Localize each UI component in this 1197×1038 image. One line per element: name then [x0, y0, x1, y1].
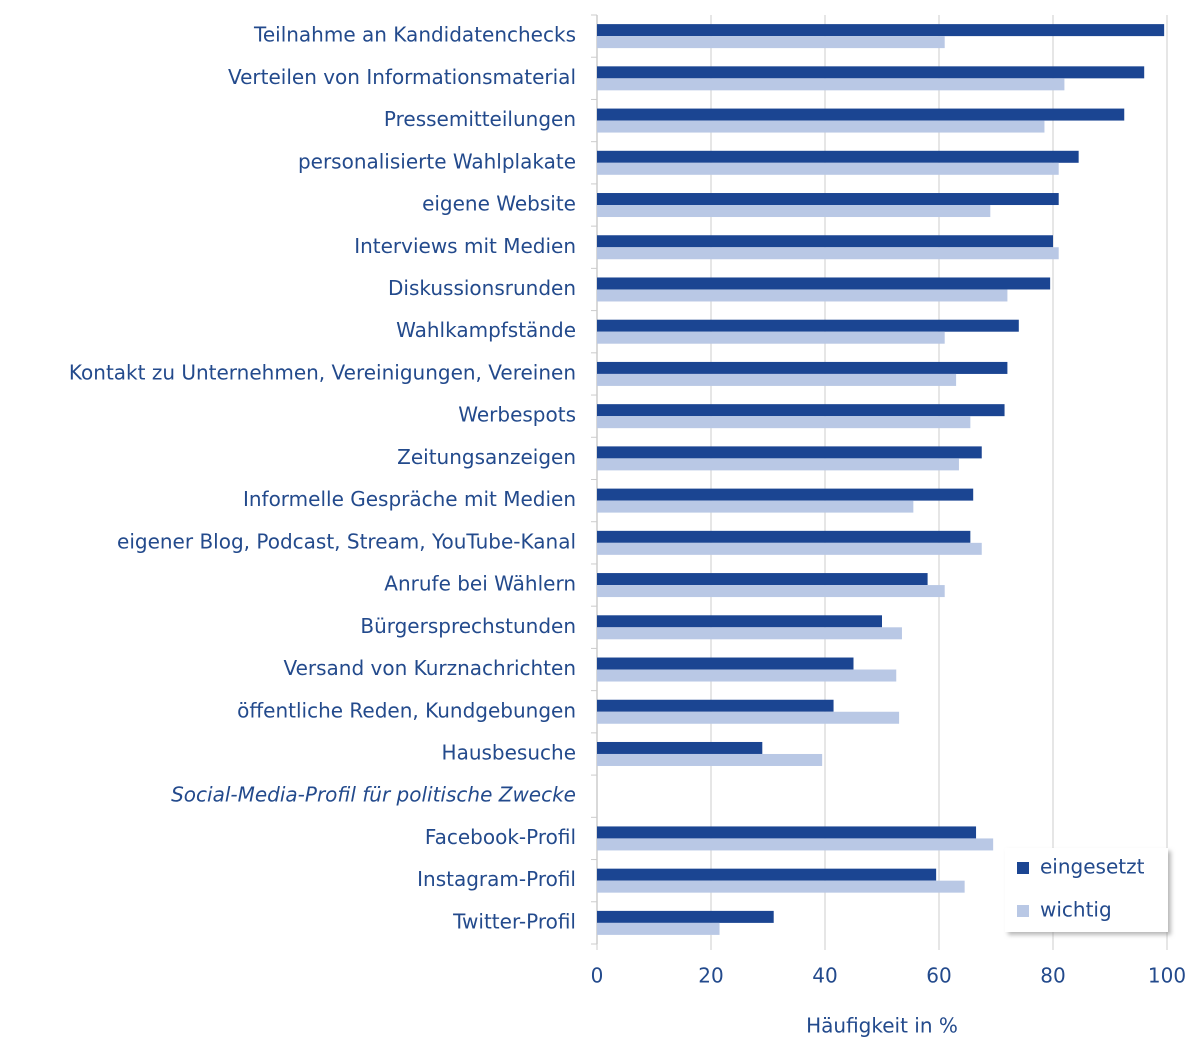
y-tick-label: Versand von Kurznachrichten — [283, 656, 576, 680]
bar — [597, 446, 982, 459]
y-tick-label: öffentliche Reden, Kundgebungen — [237, 698, 576, 722]
bar — [597, 573, 928, 586]
y-tick-label: Twitter-Profil — [452, 909, 576, 933]
legend-label: wichtig — [1040, 898, 1112, 922]
bar — [597, 247, 1059, 260]
y-tick-label: Zeitungsanzeigen — [397, 445, 576, 469]
legend-swatch — [1017, 862, 1029, 874]
bar — [597, 922, 720, 935]
bar — [597, 78, 1065, 91]
x-tick-label: 60 — [926, 964, 951, 988]
bar — [597, 868, 937, 881]
y-tick-label: Facebook-Profil — [425, 825, 576, 849]
x-tick-label: 80 — [1040, 964, 1065, 988]
bar — [597, 235, 1053, 248]
x-tick-label: 40 — [812, 964, 837, 988]
y-tick-label: Instagram-Profil — [417, 867, 576, 891]
bar — [597, 36, 945, 49]
bar — [597, 24, 1165, 37]
bar — [597, 404, 1005, 417]
legend: eingesetzt wichtig — [1005, 848, 1168, 932]
bar — [597, 838, 994, 851]
y-tick-label: Teilnahme an Kandidatenchecks — [253, 23, 576, 47]
y-tick-label: Wahlkampfstände — [396, 318, 576, 342]
y-tick-label: Verteilen von Informationsmaterial — [228, 65, 576, 89]
bar — [597, 530, 971, 543]
bar — [597, 331, 945, 344]
bar — [597, 162, 1059, 175]
y-tick-label: Social-Media-Profil für politische Zweck… — [171, 783, 576, 807]
bar — [597, 416, 971, 429]
bar — [597, 108, 1125, 121]
bar — [597, 488, 974, 501]
legend-label: eingesetzt — [1040, 855, 1145, 879]
bar — [597, 699, 834, 712]
y-tick-label: Pressemitteilungen — [384, 107, 576, 131]
y-tick-label: eigener Blog, Podcast, Stream, YouTube-K… — [117, 529, 576, 553]
bar — [597, 585, 945, 598]
bar — [597, 120, 1045, 133]
bar — [597, 150, 1079, 163]
bar — [597, 542, 982, 555]
bar — [597, 753, 823, 766]
bar — [597, 657, 854, 670]
y-tick-label: Werbespots — [458, 403, 576, 427]
y-tick-label: eigene Website — [422, 192, 576, 216]
y-tick-label: Bürgersprechstunden — [360, 614, 576, 638]
bar — [597, 826, 977, 839]
bar — [597, 66, 1145, 79]
bar — [597, 458, 959, 471]
bar — [597, 627, 902, 640]
x-tick-label: 20 — [698, 964, 723, 988]
y-tick-label: Informelle Gespräche mit Medien — [243, 487, 576, 511]
x-axis-title: Häufigkeit in % — [806, 1014, 958, 1038]
legend-swatch — [1017, 905, 1029, 917]
y-tick-label: personalisierte Wahlplakate — [298, 149, 576, 173]
bar — [597, 880, 965, 893]
bar — [597, 361, 1008, 374]
bar — [597, 741, 763, 754]
bar — [597, 373, 957, 386]
bar — [597, 669, 897, 682]
bar — [597, 500, 914, 513]
bar — [597, 193, 1059, 206]
bar — [597, 711, 900, 724]
bar — [597, 615, 882, 628]
y-tick-label: Kontakt zu Unternehmen, Vereinigungen, V… — [69, 360, 576, 384]
bar — [597, 289, 1008, 302]
legend-box — [1005, 848, 1168, 932]
bar — [597, 319, 1019, 332]
bar — [597, 910, 774, 923]
bar — [597, 277, 1051, 290]
bar — [597, 205, 991, 218]
x-tick-label: 100 — [1148, 964, 1186, 988]
x-tick-label: 0 — [591, 964, 604, 988]
y-tick-label: Anrufe bei Wählern — [384, 572, 576, 596]
y-tick-label: Interviews mit Medien — [354, 234, 576, 258]
y-tick-label: Hausbesuche — [442, 740, 576, 764]
y-tick-label: Diskussionsrunden — [388, 276, 576, 300]
